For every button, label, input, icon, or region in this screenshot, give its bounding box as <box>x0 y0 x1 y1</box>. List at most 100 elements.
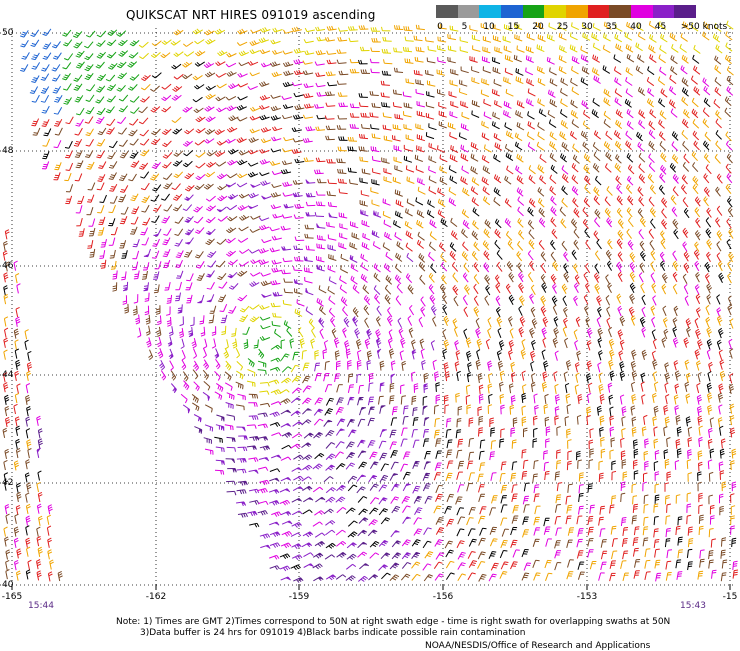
barb-shaft <box>154 86 160 92</box>
barb-feather <box>727 154 729 157</box>
barb-feather <box>553 144 554 148</box>
barb-feather <box>54 126 58 127</box>
wind-barb <box>111 261 116 269</box>
barb-shaft <box>67 84 71 91</box>
barb-feather <box>595 233 597 236</box>
barb-shaft <box>627 125 633 130</box>
barb-feather <box>518 197 520 201</box>
wind-barb <box>350 69 359 73</box>
wind-barb <box>106 107 115 113</box>
wind-barb <box>639 164 645 173</box>
wind-barb <box>450 176 457 184</box>
wind-barb <box>76 51 85 57</box>
barb-feather <box>196 166 199 168</box>
wind-barb <box>693 162 698 171</box>
barb-shaft <box>79 95 83 102</box>
wind-barb <box>715 87 721 96</box>
wind-barb <box>128 62 137 68</box>
wind-barb <box>316 127 325 131</box>
wind-barb <box>703 119 709 128</box>
wind-barb <box>669 100 675 109</box>
wind-barb <box>608 239 613 249</box>
barb-shaft <box>252 73 259 76</box>
wind-barb <box>550 175 556 184</box>
wind-barb <box>518 197 524 206</box>
barb-feather <box>371 69 372 73</box>
wind-barb <box>204 184 213 189</box>
barb-feather <box>528 142 529 146</box>
barb-feather <box>288 71 290 75</box>
wind-barb <box>338 179 347 184</box>
wind-barb <box>340 223 348 229</box>
barb-feather <box>627 142 629 146</box>
barb-feather <box>53 58 57 59</box>
wind-barb <box>359 146 368 151</box>
barb-feather <box>31 35 35 36</box>
wind-barb <box>615 34 622 42</box>
barb-feather <box>684 120 686 124</box>
wind-barb <box>304 257 313 262</box>
barb-feather <box>316 127 317 131</box>
barb-feather <box>659 55 660 59</box>
wind-barb <box>217 108 227 112</box>
barb-feather <box>704 86 706 90</box>
barb-shaft <box>113 238 115 246</box>
barb-feather <box>649 163 651 166</box>
wind-barb <box>547 34 554 41</box>
barb-shaft <box>463 245 469 251</box>
barb-feather <box>474 199 476 203</box>
wind-barb <box>626 44 633 52</box>
barb-shaft <box>177 194 182 200</box>
barb-feather <box>551 165 553 169</box>
barb-feather <box>471 186 472 190</box>
barb-feather <box>383 93 384 97</box>
wind-barb <box>561 88 568 96</box>
barb-feather <box>529 198 531 202</box>
barb-feather <box>164 254 168 255</box>
barb-feather <box>210 252 214 254</box>
barb-shaft <box>550 71 557 75</box>
barb-shaft <box>715 91 721 96</box>
barb-feather <box>417 57 418 61</box>
barb-feather <box>453 232 455 236</box>
barb-feather <box>20 70 24 71</box>
wind-barb <box>595 209 600 218</box>
barb-feather <box>153 244 157 245</box>
barb-shaft <box>102 128 106 135</box>
wind-barb <box>628 240 633 250</box>
barb-feather <box>728 207 731 210</box>
barb-feather <box>341 254 342 258</box>
wind-barb <box>673 174 678 183</box>
wind-barb <box>440 155 447 162</box>
wind-barb <box>32 95 40 102</box>
wind-barb <box>683 162 689 171</box>
barb-feather <box>626 77 627 81</box>
barb-feather <box>576 58 577 62</box>
wind-barb <box>163 152 172 158</box>
wind-barb <box>604 141 610 150</box>
barb-shaft <box>133 119 138 125</box>
barb-feather <box>32 101 36 102</box>
barb-feather <box>97 35 101 37</box>
barb-feather <box>226 254 229 256</box>
wind-barb <box>185 216 194 222</box>
barb-feather <box>419 241 421 245</box>
wind-barb <box>406 231 413 239</box>
barb-feather <box>537 142 538 146</box>
barb-feather <box>574 165 576 169</box>
barb-shaft <box>418 191 425 195</box>
barb-feather <box>563 187 565 191</box>
barb-feather <box>120 223 124 224</box>
barb-feather <box>239 228 242 231</box>
barb-feather <box>252 172 255 175</box>
barb-shaft <box>636 70 643 75</box>
barb-feather <box>616 109 618 113</box>
barb-feather <box>283 226 285 230</box>
wind-barb <box>539 240 544 249</box>
barb-feather <box>661 239 664 242</box>
barb-shaft <box>495 222 501 227</box>
barb-feather <box>516 76 517 80</box>
wind-barb <box>572 175 578 184</box>
barb-shaft <box>508 244 513 250</box>
wind-barb <box>151 195 159 202</box>
